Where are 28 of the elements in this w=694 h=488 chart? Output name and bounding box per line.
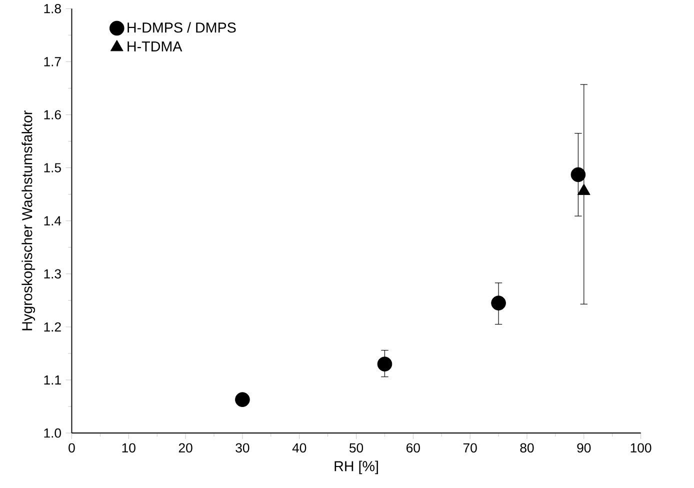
y-tick-label: 1.5: [44, 163, 61, 172]
y-tick-label: 1.1: [44, 375, 61, 384]
x-axis-title: RH [%]: [334, 460, 378, 474]
point: [491, 296, 506, 310]
y-tick-label: 1.3: [44, 269, 61, 279]
x-tick-label: 10: [122, 443, 136, 453]
point: [570, 167, 586, 182]
x-tick-label: 80: [520, 443, 534, 453]
point: [235, 392, 250, 408]
point: [377, 356, 392, 372]
y-tick-label: 1.0: [44, 428, 62, 438]
x-tick-label: 0: [68, 443, 75, 453]
x-tick-label: 100: [630, 443, 652, 453]
x-tick-label: 50: [349, 443, 364, 453]
x-tick-label: 90: [577, 443, 591, 453]
x-tick-label: 20: [178, 443, 192, 453]
y-tick-label: 1.7: [44, 57, 61, 66]
y-tick-label: 1.2: [44, 322, 61, 332]
legend-label: H-DMPS / DMPS: [128, 22, 236, 33]
x-tick-label: 40: [292, 443, 306, 453]
x-tick-label: 60: [406, 443, 420, 453]
x-tick-label: 70: [463, 443, 477, 453]
y-tick-label: 1.8: [44, 4, 61, 14]
legend-label: H-TDMA: [128, 42, 182, 52]
x-tick-label: 30: [236, 443, 250, 453]
y-tick-label: 1.6: [44, 110, 61, 120]
y-tick-label: 1.4: [44, 216, 62, 226]
y-axis-title: Hygroskopischer Wachstumsfaktor: [22, 110, 36, 330]
